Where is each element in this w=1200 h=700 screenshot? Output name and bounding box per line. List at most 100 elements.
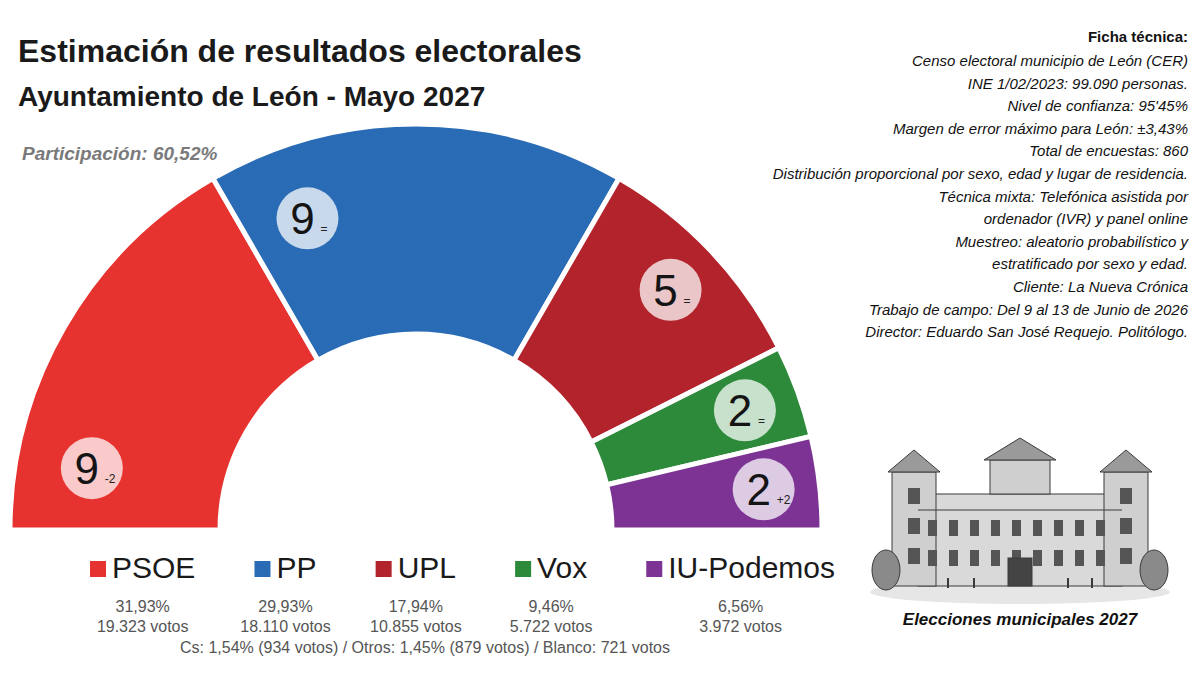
sheet-line: Cliente: La Nueva Crónica <box>1013 278 1188 295</box>
building-body <box>918 494 1122 586</box>
seat-segment <box>607 436 822 530</box>
others-line: Cs: 1,54% (934 votos) / Otros: 1,45% (87… <box>180 639 670 656</box>
legend-label: Vox <box>537 551 587 584</box>
seat-badge <box>276 187 338 249</box>
sheet-line: Director: Eduardo San José Requejo. Poli… <box>865 323 1188 340</box>
building-person <box>1067 578 1069 588</box>
building-tree <box>872 550 900 590</box>
seat-count: 5 <box>653 266 677 315</box>
seat-change: = <box>320 222 327 236</box>
building-window <box>928 520 937 536</box>
sheet-line: Técnica mixta: Telefónica asistida por <box>938 188 1189 205</box>
sheet-line: Nivel de confianza: 95'45% <box>1008 97 1188 114</box>
subtitle: Ayuntamiento de León - Mayo 2027 <box>18 81 485 112</box>
votes-label: 10.855 votos <box>370 618 462 635</box>
sheet-title: Ficha técnica: <box>1088 28 1188 45</box>
caption: Elecciones municipales 2027 <box>903 610 1139 629</box>
building-window <box>991 520 1000 536</box>
building-window <box>970 550 979 566</box>
seat-change: = <box>758 414 765 428</box>
building-window <box>1054 520 1063 536</box>
building-window <box>908 488 920 504</box>
building-window <box>1075 550 1084 566</box>
sheet-line: Distribución proporcional por sexo, edad… <box>773 165 1188 182</box>
votes-label: 3.972 votos <box>699 618 782 635</box>
sheet-line: Total de encuestas: 860 <box>1029 142 1188 159</box>
building-person <box>973 578 975 588</box>
title: Estimación de resultados electorales <box>18 33 582 69</box>
legend-label: IU-Podemos <box>668 551 835 584</box>
votes-label: 19.323 votos <box>97 618 189 635</box>
participation: Participación: 60,52% <box>22 143 217 164</box>
seat-count: 9 <box>290 194 314 243</box>
legend-item: PP <box>254 551 316 584</box>
sheet-line: estratificado por sexo y edad. <box>992 255 1188 272</box>
building-tree <box>1140 550 1168 590</box>
seat-count: 2 <box>746 465 770 514</box>
seat-change: -2 <box>105 472 116 486</box>
legend-swatch <box>515 561 531 577</box>
seat-badge <box>733 458 795 520</box>
building-cornice <box>918 510 1122 511</box>
building-window <box>949 550 958 566</box>
building-roof <box>1100 450 1152 472</box>
legend: PSOE PP UPL Vox IU-Podemos <box>90 551 835 584</box>
building-sketch <box>870 438 1170 604</box>
building-window <box>928 550 937 566</box>
sheet-line: ordenador (IVR) y panel online <box>984 210 1188 227</box>
chart-root: Estimación de resultados electorales Ayun… <box>0 0 1200 700</box>
legend-swatch <box>376 561 392 577</box>
legend-item: Vox <box>515 551 587 584</box>
hemicycle <box>10 124 822 530</box>
building-window <box>1120 518 1132 534</box>
seat-count: 2 <box>728 386 752 435</box>
percentage-label: 31,93% <box>116 598 170 615</box>
sheet-line: Censo electoral municipio de León (CER) <box>912 52 1188 69</box>
seat-change: = <box>684 294 691 308</box>
building-window <box>1033 520 1042 536</box>
legend-label: UPL <box>398 551 456 584</box>
legend-label: PSOE <box>112 551 195 584</box>
sheet-line: INE 1/02/2023: 99.090 personas. <box>968 75 1188 92</box>
building-window <box>1096 550 1105 566</box>
legend-swatch <box>90 561 106 577</box>
building-person <box>1091 578 1093 588</box>
seat-labels: 9 -2 9 = 5 = 2 = 2 +2 <box>61 187 795 520</box>
seat-count: 9 <box>75 444 99 493</box>
building-window <box>1120 548 1132 564</box>
building-person <box>947 578 949 588</box>
percentage-label: 9,46% <box>528 598 573 615</box>
building-roof <box>888 450 940 472</box>
building-window <box>908 548 920 564</box>
seat-segment <box>514 178 779 442</box>
seat-change: +2 <box>777 493 791 507</box>
building-window <box>949 520 958 536</box>
building-door <box>1008 558 1032 586</box>
seat-badge <box>714 379 776 441</box>
percentage-label: 6,56% <box>718 598 763 615</box>
building-center <box>990 460 1050 494</box>
building-window <box>1033 550 1042 566</box>
legend-swatch <box>646 561 662 577</box>
building-window <box>908 518 920 534</box>
seat-badge <box>61 437 123 499</box>
building-window <box>1096 520 1105 536</box>
building-roof <box>984 438 1056 460</box>
sheet-line: Trabajo de campo: Del 9 al 13 de Junio d… <box>869 301 1189 318</box>
building-window <box>991 550 1000 566</box>
building-window <box>1075 520 1084 536</box>
sheet-line: Margen de error máximo para León: ±3,43% <box>893 120 1188 137</box>
percentage-label: 29,93% <box>258 598 312 615</box>
legend-item: UPL <box>376 551 456 584</box>
building-window <box>1012 520 1021 536</box>
votes-label: 5.722 votos <box>510 618 593 635</box>
legend-item: IU-Podemos <box>646 551 835 584</box>
building-window <box>1054 550 1063 566</box>
background <box>0 0 1200 700</box>
legend-swatch <box>254 561 270 577</box>
votes-label: 18.110 votos <box>240 618 330 635</box>
building-window <box>1120 488 1132 504</box>
legend-item: PSOE <box>90 551 195 584</box>
legend-label: PP <box>276 551 316 584</box>
percentage-label: 17,94% <box>389 598 443 615</box>
